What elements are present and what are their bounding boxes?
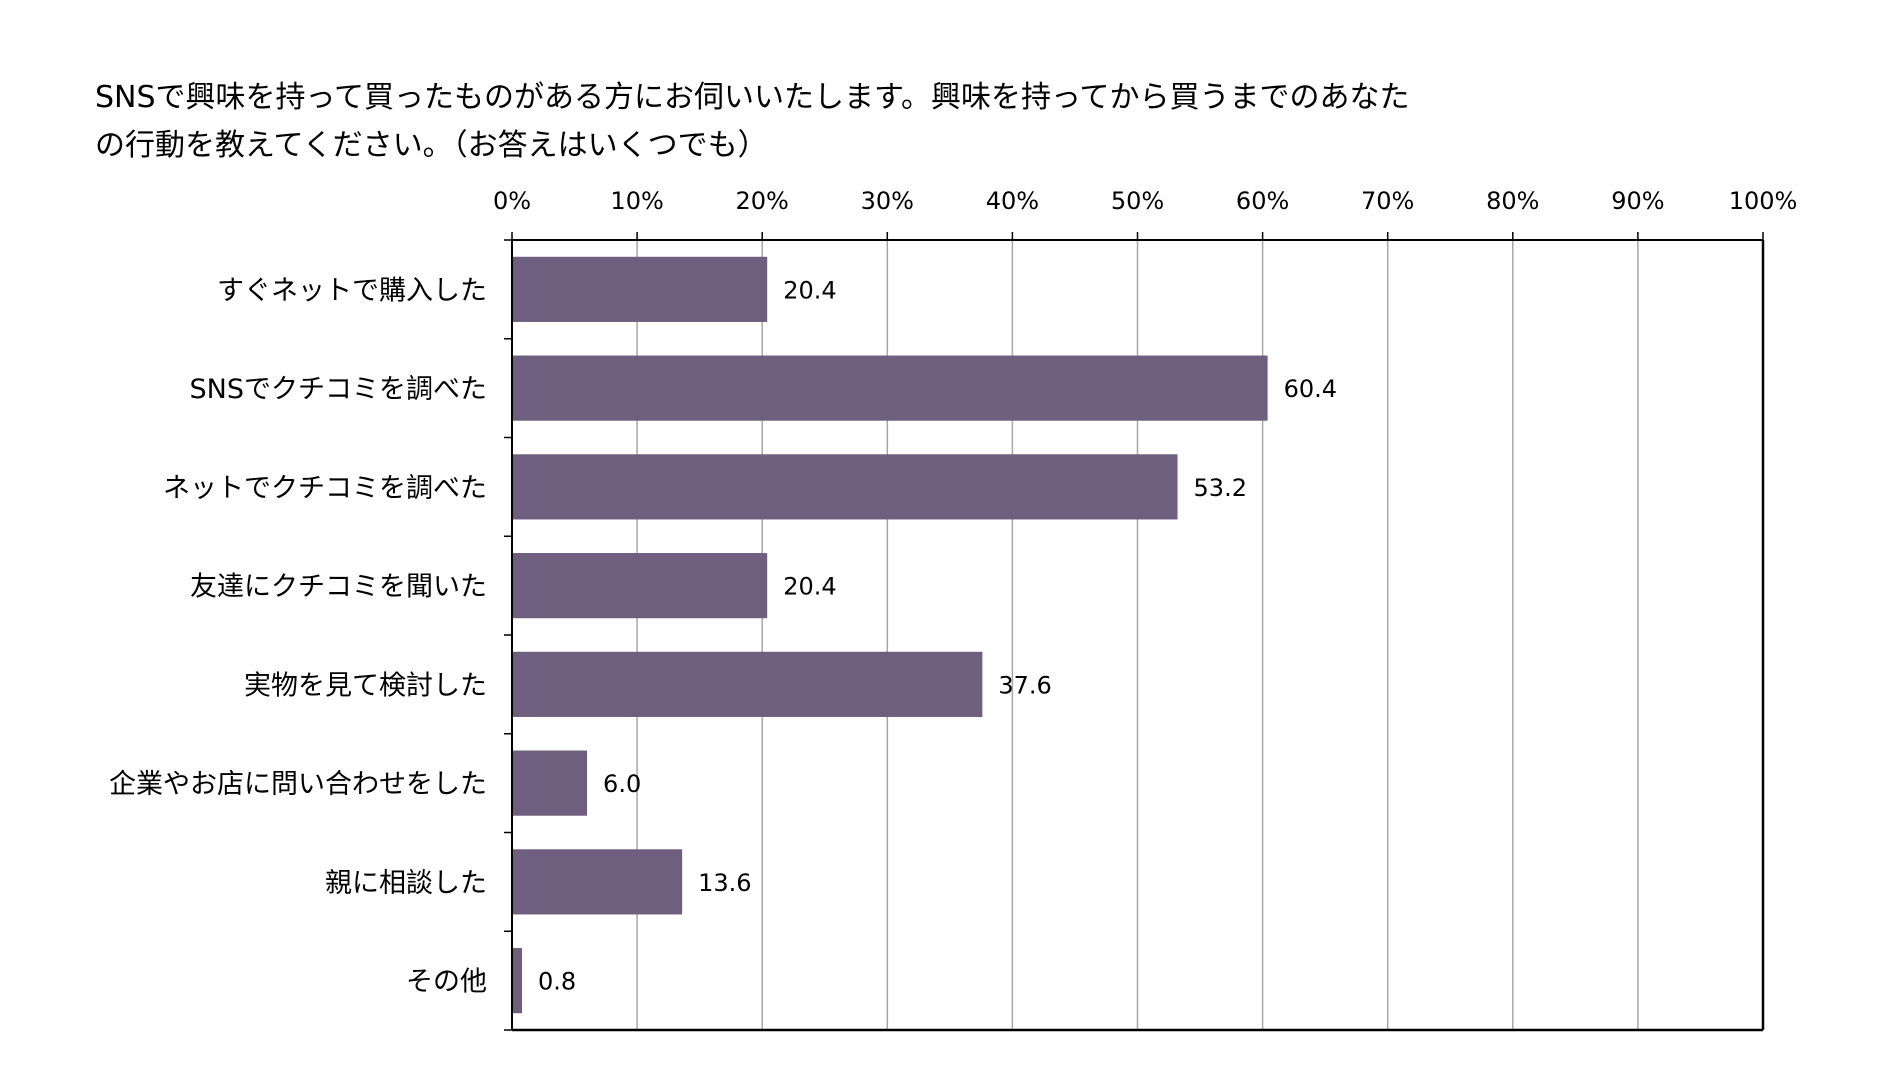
x-tick-label-40: 40% <box>986 187 1039 215</box>
category-label-0: すぐネットで購入した <box>217 275 487 306</box>
data-label-6: 13.6 <box>698 869 751 897</box>
data-label-2: 53.2 <box>1194 474 1247 502</box>
data-label-3: 20.4 <box>783 573 836 601</box>
bar-3 <box>512 553 768 619</box>
x-tick-label-20: 20% <box>736 187 789 215</box>
category-label-1: SNSでクチコミを調べた <box>190 374 487 405</box>
x-tick-label-60: 60% <box>1236 187 1289 215</box>
data-label-1: 60.4 <box>1284 375 1337 403</box>
x-tick-label-50: 50% <box>1111 187 1164 215</box>
bar-4 <box>512 651 983 717</box>
x-tick-label-100: 100% <box>1729 187 1798 215</box>
bar-0 <box>512 256 768 322</box>
bar-6 <box>512 849 683 915</box>
category-label-7: その他 <box>406 967 487 998</box>
bar-1 <box>512 355 1268 421</box>
data-label-4: 37.6 <box>998 671 1051 699</box>
x-tick-label-10: 10% <box>610 187 663 215</box>
bar-5 <box>512 750 588 816</box>
data-label-7: 0.8 <box>538 968 576 996</box>
x-tick-label-70: 70% <box>1361 187 1414 215</box>
chart-title-line-1: SNSで興味を持って買ったものがある方にお伺いいたします。興味を持ってから買うま… <box>95 80 1410 115</box>
x-tick-label-90: 90% <box>1611 187 1664 215</box>
x-tick-label-30: 30% <box>861 187 914 215</box>
x-tick-label-0: 0% <box>493 187 531 215</box>
chart-title-line-2: の行動を教えてください。（お答えはいくつでも） <box>95 128 768 163</box>
x-tick-label-80: 80% <box>1486 187 1539 215</box>
category-label-2: ネットでクチコミを調べた <box>163 473 487 504</box>
chart-title: SNSで興味を持って買ったものがある方にお伺いいたします。興味を持ってから買うま… <box>95 74 1575 170</box>
bar-2 <box>512 454 1178 520</box>
data-label-0: 20.4 <box>783 276 836 304</box>
category-label-4: 実物を見て検討した <box>244 670 487 701</box>
bar-7 <box>512 948 523 1014</box>
category-label-5: 企業やお店に問い合わせをした <box>109 769 487 800</box>
category-label-6: 親に相談した <box>325 868 487 899</box>
category-label-3: 友達にクチコミを聞いた <box>190 572 487 603</box>
data-label-5: 6.0 <box>603 770 641 798</box>
